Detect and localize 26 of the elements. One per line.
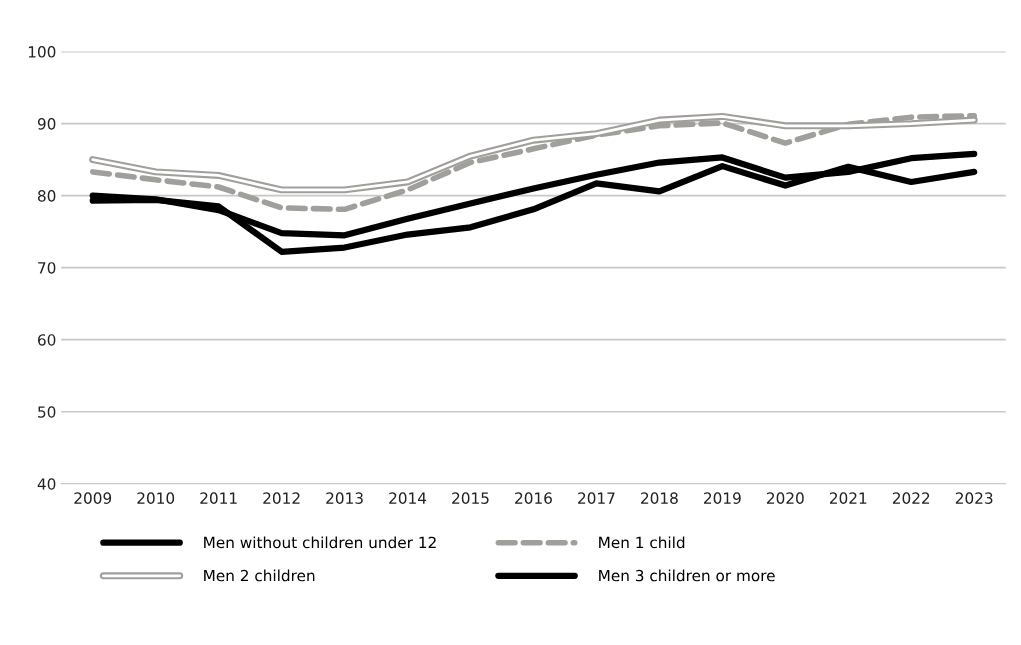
legend-label: Men without children under 12 bbox=[204, 536, 436, 549]
x-tick-label: 2010 bbox=[137, 492, 175, 504]
x-tick-label: 2012 bbox=[263, 492, 300, 504]
x-tick-label: 2023 bbox=[955, 492, 993, 504]
y-tick-label: 80 bbox=[37, 190, 56, 202]
x-tick-label: 2016 bbox=[515, 492, 552, 504]
y-tick-label: 100 bbox=[28, 46, 56, 58]
x-tick-label: 2013 bbox=[326, 492, 363, 504]
x-tick-label: 2019 bbox=[704, 492, 741, 504]
y-tick-label: 70 bbox=[38, 262, 56, 274]
x-tick-label: 2018 bbox=[641, 492, 678, 504]
x-tick-label: 2009 bbox=[74, 492, 112, 504]
x-tick-label: 2014 bbox=[389, 492, 427, 504]
y-tick-label: 60 bbox=[38, 334, 56, 346]
x-tick-label: 2021 bbox=[829, 492, 867, 504]
x-tick-label: 2017 bbox=[578, 492, 615, 504]
x-tick-label: 2015 bbox=[452, 492, 489, 504]
x-tick-label: 2022 bbox=[892, 492, 930, 504]
y-tick-label: 40 bbox=[37, 478, 56, 490]
legend-label: Men 1 child bbox=[599, 536, 685, 549]
y-tick-label: 50 bbox=[38, 406, 56, 418]
legend-label: Men 3 children or more bbox=[599, 569, 775, 582]
legend-label: Men 2 children bbox=[204, 569, 315, 582]
x-tick-label: 2011 bbox=[200, 492, 237, 504]
y-tick-label: 90 bbox=[37, 118, 56, 130]
x-tick-label: 2020 bbox=[767, 492, 804, 504]
